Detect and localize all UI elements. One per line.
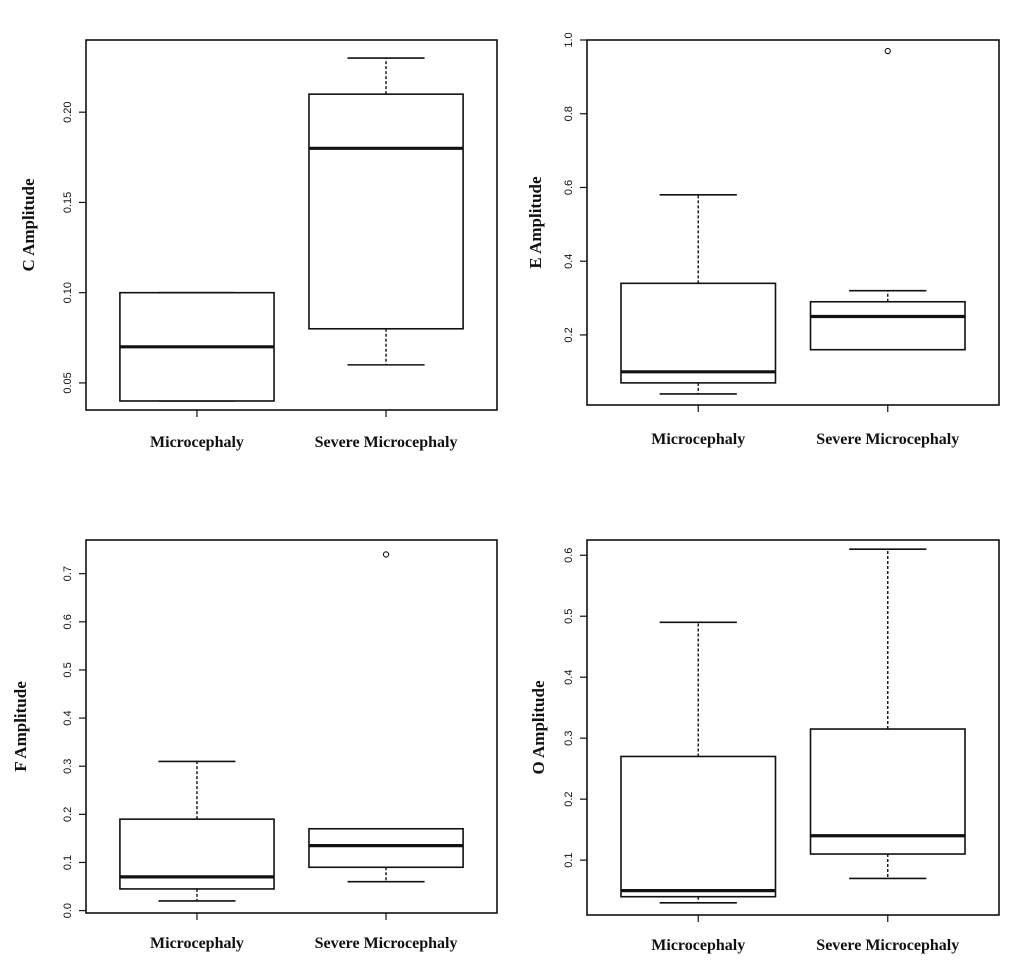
box-microcephaly	[119, 291, 275, 402]
y-tick-label: 0.6	[563, 548, 575, 563]
y-tick-label: 0.3	[62, 759, 74, 774]
box-microcephaly	[119, 760, 275, 902]
iqr-box	[809, 300, 966, 351]
y-axis-title: C Amplitude	[19, 178, 38, 271]
y-tick-label: 0.5	[563, 609, 575, 624]
box-severe-microcephaly	[809, 548, 966, 880]
y-tick-label: 0.7	[62, 566, 74, 581]
box-severe-microcephaly	[809, 47, 966, 351]
outlier-point	[884, 47, 891, 55]
box-microcephaly	[620, 194, 777, 395]
y-tick-label: 0.1	[62, 855, 74, 870]
y-tick-label: 0.15	[62, 192, 74, 213]
category-label: Microcephaly	[150, 434, 244, 451]
iqr-box	[308, 827, 464, 869]
iqr-box	[809, 728, 966, 855]
outlier-point	[382, 551, 390, 558]
category-label: Severe Microcephaly	[816, 431, 959, 448]
category-label: Microcephaly	[651, 431, 745, 448]
y-tick-label: 0.2	[62, 807, 74, 822]
y-tick-label: 1.0	[563, 32, 575, 47]
box-severe-microcephaly	[308, 57, 464, 366]
y-axis-title: O Amplitude	[529, 680, 548, 774]
iqr-box	[620, 282, 777, 384]
y-tick-label: 0.5	[62, 662, 74, 677]
plot-frame	[85, 539, 498, 914]
iqr-box	[620, 755, 777, 898]
category-label: Microcephaly	[651, 937, 745, 954]
category-label: Severe Microcephaly	[816, 937, 959, 954]
y-tick-label: 0.05	[62, 372, 74, 393]
boxplot-panel-4: 0.1 0.2 0.3 0.4 0.5 0.6 O Amplitude Microcephal…	[529, 539, 1000, 954]
y-tick-label: 0.0	[62, 903, 74, 918]
y-tick-label: 0.2	[563, 791, 575, 806]
plot-frame	[85, 39, 498, 411]
y-tick-label: 0.8	[563, 106, 575, 121]
y-tick-label: 0.4	[62, 710, 74, 725]
y-tick-label: 0.20	[62, 101, 74, 122]
y-tick-label: 0.6	[62, 614, 74, 629]
category-label: Microcephaly	[150, 935, 244, 952]
y-tick-label: 0.2	[563, 327, 575, 342]
boxplot-panel-3: 0.0 0.1 0.2 0.3 0.4 0.5 0.6 0.7 F Amplitude Micro…	[11, 539, 498, 952]
box-severe-microcephaly	[308, 551, 464, 883]
boxplot-panel-1: 0.05 0.10 0.15 0.20 C Amplitude Microcephaly S…	[19, 39, 498, 451]
boxplot-panel-2: 0.2 0.4 0.6 0.8 1.0 E Amplitude Microcephaly Se…	[526, 32, 1000, 448]
y-tick-label: 0.4	[563, 254, 575, 269]
y-tick-label: 0.4	[563, 670, 575, 685]
category-label: Severe Microcephaly	[315, 935, 458, 952]
box-microcephaly	[620, 621, 777, 904]
y-axis-title: E Amplitude	[526, 176, 545, 269]
y-tick-label: 0.3	[563, 731, 575, 746]
plot-frame	[586, 39, 1000, 406]
y-axis-title: F Amplitude	[11, 681, 30, 772]
plot-frame	[586, 539, 1000, 916]
category-label: Severe Microcephaly	[315, 434, 458, 451]
y-tick-label: 0.6	[563, 180, 575, 195]
y-tick-label: 0.1	[563, 852, 575, 867]
y-tick-label: 0.10	[62, 282, 74, 303]
iqr-box	[308, 93, 464, 330]
